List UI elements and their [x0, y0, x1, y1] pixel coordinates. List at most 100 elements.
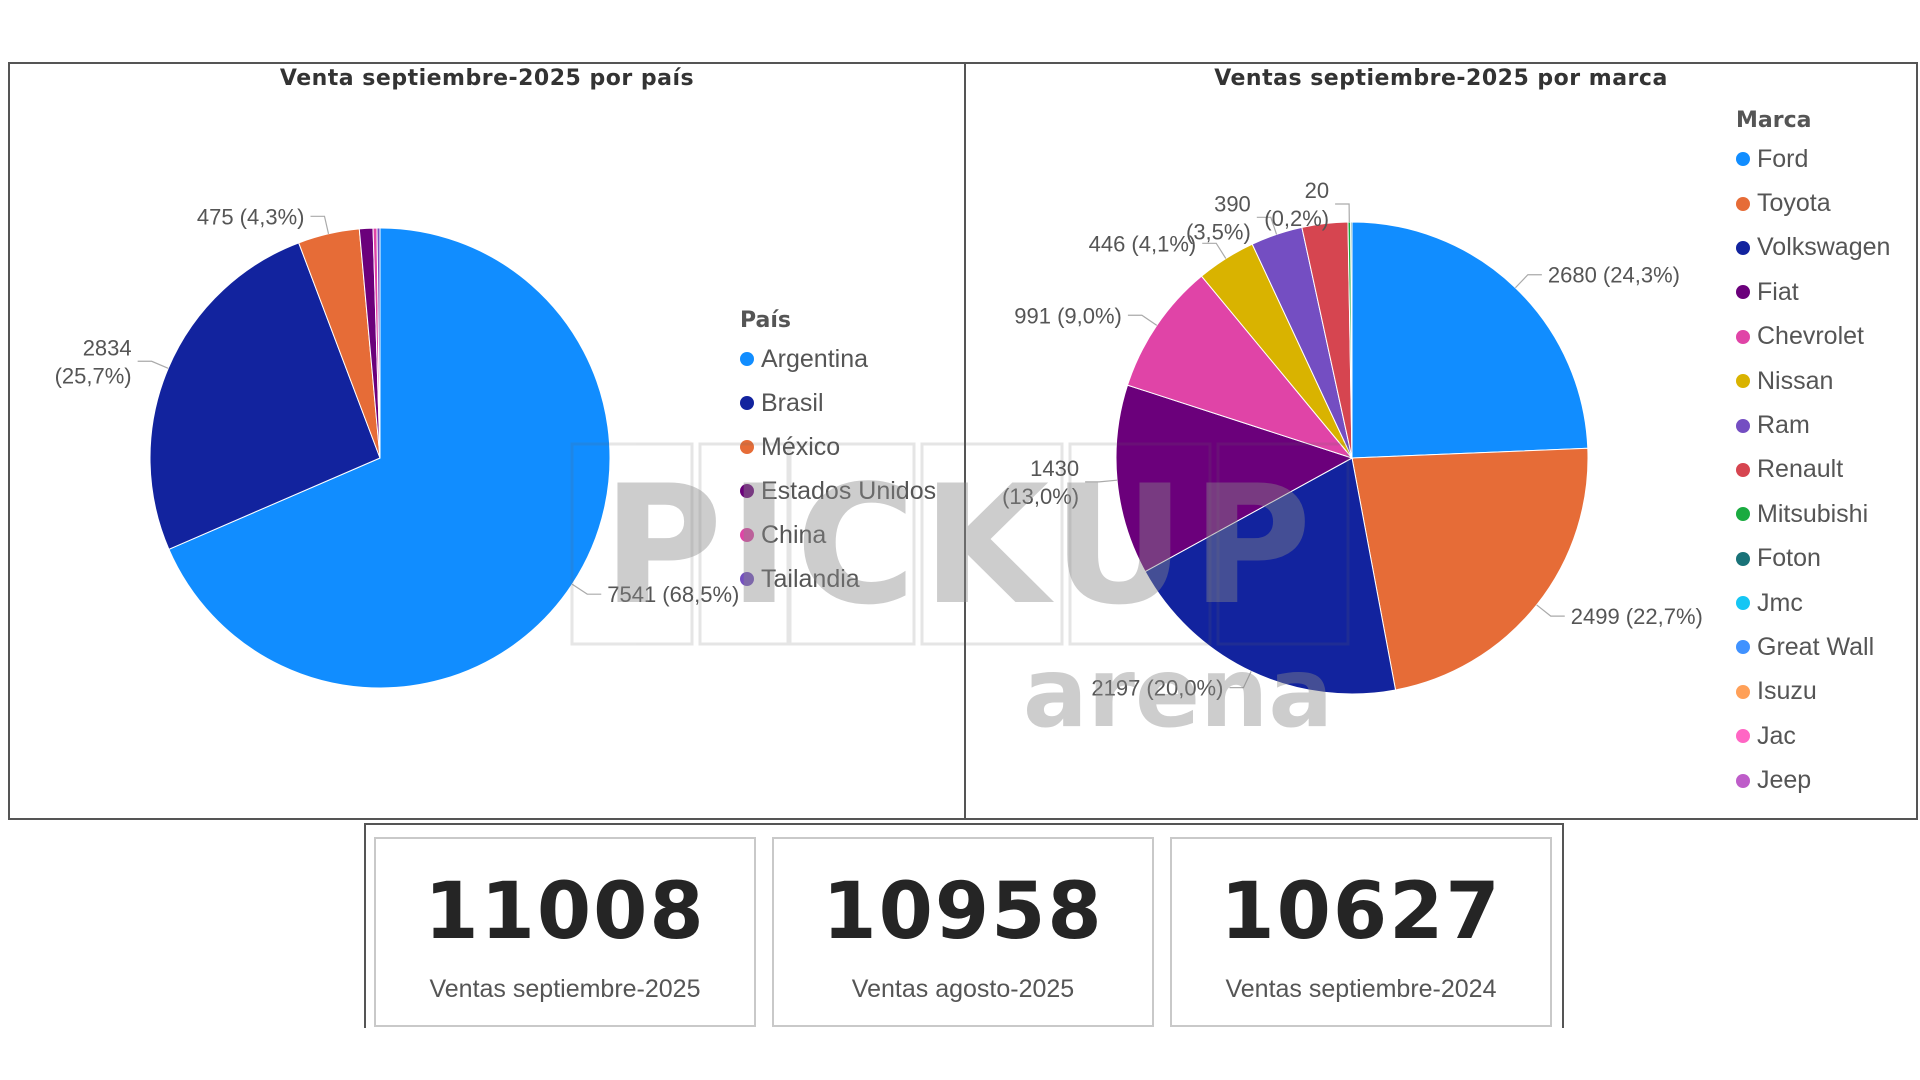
kpi-label: Ventas septiembre-2025: [429, 975, 701, 1003]
legend-item-jeep[interactable]: Jeep: [1736, 758, 1890, 802]
legend-label: Chevrolet: [1757, 322, 1864, 351]
leader-line-brasil: [137, 360, 169, 369]
legend-marker-icon: [1736, 729, 1750, 744]
pie-slice-foton[interactable]: [1350, 221, 1353, 459]
legend-marker-icon: [1736, 418, 1750, 433]
data-label-ram: (3,5%): [1186, 219, 1251, 244]
legend-item-mexico[interactable]: México: [740, 425, 936, 469]
legend-marker-icon: [740, 396, 754, 410]
data-label-fiat: (13,0%): [1002, 484, 1079, 509]
kpi-strip: 11008 Ventas septiembre-2025 10958 Venta…: [364, 823, 1564, 1028]
country-chart-panel: Venta septiembre-2025 por país 7541 (68,…: [8, 62, 966, 820]
kpi-card-current: 11008 Ventas septiembre-2025: [374, 837, 756, 1027]
kpi-card-previous-year: 10627 Ventas septiembre-2024: [1170, 837, 1552, 1027]
legend-item-ford[interactable]: Ford: [1736, 137, 1890, 181]
legend-marker-icon: [740, 572, 754, 586]
legend-item-isuzu[interactable]: Isuzu: [1736, 670, 1890, 714]
legend-item-foton[interactable]: Foton: [1736, 537, 1890, 581]
pie-slice-brasil[interactable]: [149, 242, 381, 550]
kpi-card-previous-month: 10958 Ventas agosto-2025: [772, 837, 1154, 1027]
legend-label: Fiat: [1757, 277, 1799, 306]
data-label-nissan: 446 (4,1%): [1089, 231, 1197, 256]
pie-slice-toyota[interactable]: [1351, 447, 1589, 691]
leader-line-toyota: [1536, 604, 1565, 617]
country-legend: País Argentina Brasil México Estados Unidos…: [740, 308, 936, 601]
legend-marker-icon: [1736, 374, 1750, 389]
leader-line-argentina: [571, 583, 602, 595]
legend-label: Toyota: [1757, 189, 1831, 218]
legend-item-mitsubishi[interactable]: Mitsubishi: [1736, 492, 1890, 536]
legend-item-fiat[interactable]: Fiat: [1736, 270, 1890, 314]
legend-marker-icon: [740, 528, 754, 542]
legend-label: Foton: [1757, 544, 1821, 573]
legend-label: Volkswagen: [1757, 233, 1891, 262]
legend-label: Renault: [1757, 455, 1844, 484]
legend-label: Great Wall: [1757, 632, 1875, 661]
legend-item-volkswagen[interactable]: Volkswagen: [1736, 226, 1890, 270]
legend-marker-icon: [1736, 551, 1750, 566]
data-label-volkswagen: 2197 (20,0%): [1091, 676, 1223, 701]
legend-marker-icon: [740, 352, 754, 366]
legend-item-toyota[interactable]: Toyota: [1736, 181, 1890, 225]
leader-line-volkswagen: [1229, 671, 1252, 689]
legend-item-argentina[interactable]: Argentina: [740, 337, 936, 381]
kpi-value: 11008: [424, 867, 706, 957]
leader-line-fiat: [1085, 479, 1118, 483]
pie-slice-volkswagen[interactable]: [1144, 457, 1397, 695]
legend-label: Tailandia: [761, 564, 860, 593]
data-label-mexico: 475 (4,3%): [197, 204, 305, 229]
leader-line-mexico: [310, 215, 330, 234]
pie-slice-ford[interactable]: [1351, 221, 1589, 459]
legend-marker-icon: [1736, 462, 1750, 477]
leader-line-ram: [1256, 216, 1278, 235]
pie-slice-tailandia[interactable]: [376, 227, 381, 459]
legend-label: México: [761, 432, 841, 461]
legend-item-ram[interactable]: Ram: [1736, 403, 1890, 447]
legend-label: Nissan: [1757, 366, 1834, 395]
legend-marker-icon: [1736, 773, 1750, 788]
data-label-chevrolet: 991 (9,0%): [1014, 303, 1122, 328]
legend-label: Isuzu: [1757, 677, 1817, 706]
legend-marker-icon: [740, 484, 754, 498]
legend-item-tailandia[interactable]: Tailandia: [740, 557, 936, 601]
legend-item-renault[interactable]: Renault: [1736, 448, 1890, 492]
legend-label: Mitsubishi: [1757, 499, 1869, 528]
legend-marker-icon: [740, 440, 754, 454]
data-label-mitsubishi: 20: [1305, 178, 1329, 203]
legend-marker-icon: [1736, 240, 1750, 255]
data-label-argentina: 7541 (68,5%): [607, 582, 739, 607]
legend-label: Argentina: [761, 344, 869, 373]
country-legend-title: País: [740, 308, 792, 333]
legend-item-jac[interactable]: Jac: [1736, 714, 1890, 758]
legend-label: China: [761, 520, 827, 549]
brand-legend: Marca Ford Toyota Volkswagen Fiat Chevrolet N…: [1736, 108, 1890, 803]
kpi-value: 10958: [822, 867, 1104, 957]
legend-item-chevrolet[interactable]: Chevrolet: [1736, 315, 1890, 359]
legend-label: Jeep: [1757, 766, 1812, 795]
legend-item-nissan[interactable]: Nissan: [1736, 359, 1890, 403]
legend-item-brasil[interactable]: Brasil: [740, 381, 936, 425]
legend-marker-icon: [1736, 596, 1750, 611]
leader-line-ford: [1514, 274, 1542, 289]
leader-line-chevrolet: [1127, 314, 1158, 326]
legend-item-great-wall[interactable]: Great Wall: [1736, 625, 1890, 669]
brand-pie-chart: 2680 (24,3%) 2499 (22,7%) 2197 (20,0%) 1430…: [1002, 178, 1703, 701]
legend-item-china[interactable]: China: [740, 513, 936, 557]
leader-line-nissan: [1202, 242, 1227, 259]
country-chart-title: Venta septiembre-2025 por país: [279, 66, 695, 91]
legend-marker-icon: [1736, 507, 1750, 522]
data-label-brasil: 2834: [83, 335, 132, 360]
data-label-toyota: 2499 (22,7%): [1571, 604, 1703, 629]
legend-item-estados-unidos[interactable]: Estados Unidos: [740, 469, 936, 513]
kpi-label: Ventas agosto-2025: [851, 975, 1075, 1003]
country-pie-chart: 7541 (68,5%) 2834 (25,7%) 475 (4,3%): [55, 204, 739, 689]
kpi-label: Ventas septiembre-2024: [1225, 975, 1497, 1003]
legend-label: Ram: [1757, 411, 1810, 440]
legend-item-jmc[interactable]: Jmc: [1736, 581, 1890, 625]
pie-slice-chevrolet[interactable]: [1126, 275, 1354, 460]
legend-marker-icon: [1736, 640, 1750, 655]
pie-slice-argentina[interactable]: [168, 227, 611, 689]
data-label-ram: 390: [1214, 191, 1251, 216]
brand-chart-panel: Ventas septiembre-2025 por marca 2680 (2…: [964, 62, 1918, 820]
data-label-fiat: 1430: [1030, 456, 1079, 481]
